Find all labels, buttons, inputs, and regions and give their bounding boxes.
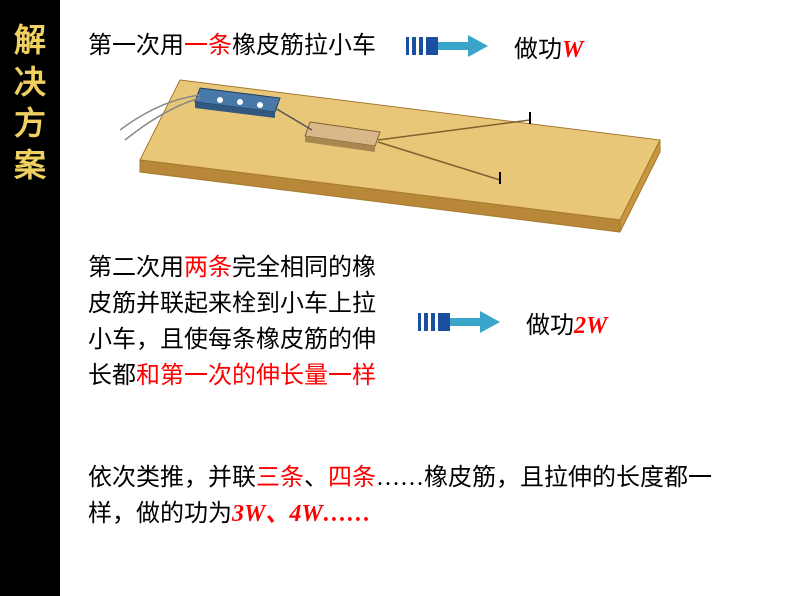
arrow-icon: [418, 307, 508, 337]
statement-1: 第一次用一条橡皮筋拉小车 做功W: [88, 28, 583, 64]
sidebar-char-3: 方: [14, 103, 46, 145]
result-2: 做功2W: [526, 305, 607, 340]
statement-3: 依次类推，并联三条、四条……橡皮筋，且拉伸的长度都一样，做的功为3W、4W……: [88, 460, 748, 532]
text-v2: 4W: [289, 501, 322, 527]
text-highlight: 一条: [184, 33, 232, 59]
statement-2: 第二次用两条完全相同的橡皮筋并联起来栓到小车上拉小车，且使每条橡皮筋的伸长都和第…: [88, 250, 607, 394]
text-sep: 、: [304, 465, 328, 491]
arrow-1: [406, 31, 496, 61]
result-var: W: [562, 37, 583, 63]
result-pre-2: 做功: [526, 313, 574, 339]
sidebar-title: 解 决 方 案: [0, 0, 60, 596]
board-diagram: [120, 60, 720, 240]
text-highlight-2a: 两条: [184, 255, 232, 281]
text-post-3: ……: [323, 501, 371, 527]
text-post: 橡皮筋拉小车: [232, 33, 376, 59]
text-pre-3: 依次类推，并联: [88, 465, 256, 491]
text-pre-2: 第二次用: [88, 255, 184, 281]
arrow-icon: [406, 31, 496, 61]
text-highlight-2b: 和第一次的伸长量一样: [136, 363, 376, 389]
sidebar-char-4: 案: [14, 145, 46, 187]
text-pre: 第一次用: [88, 33, 184, 59]
text-h1: 三条: [256, 465, 304, 491]
result-pre: 做功: [514, 37, 562, 63]
text-v1: 3W: [232, 501, 265, 527]
text-sep2: 、: [265, 501, 289, 527]
text-h2: 四条: [328, 465, 376, 491]
sidebar-char-2: 决: [14, 62, 46, 104]
statement-2-text: 第二次用两条完全相同的橡皮筋并联起来栓到小车上拉小车，且使每条橡皮筋的伸长都和第…: [88, 250, 398, 394]
main-content: 第一次用一条橡皮筋拉小车 做功W: [60, 0, 794, 596]
arrow-2: [418, 307, 508, 337]
result-1: 做功W: [514, 29, 583, 64]
sidebar-char-1: 解: [14, 20, 46, 62]
result-var-2: 2W: [574, 313, 607, 339]
experiment-diagram: [120, 60, 720, 240]
statement-1-text: 第一次用一条橡皮筋拉小车: [88, 28, 376, 64]
